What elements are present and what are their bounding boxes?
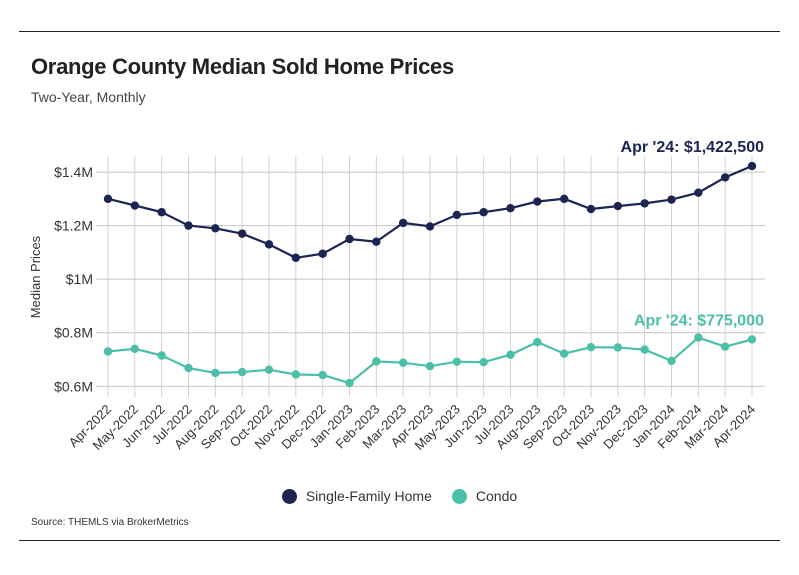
legend-marker-single-family	[281, 488, 297, 504]
data-point	[533, 197, 542, 206]
y-axis: $0.6M $0.8M $1M $1.2M $1.4M	[54, 164, 93, 394]
y-tick-label: $0.6M	[54, 378, 93, 394]
data-point	[720, 342, 730, 351]
data-point	[747, 161, 757, 171]
series-points	[103, 161, 757, 388]
data-point	[506, 350, 515, 359]
data-point	[130, 344, 140, 353]
data-point	[613, 201, 623, 211]
data-point	[694, 188, 703, 197]
data-point	[747, 335, 757, 344]
data-point	[720, 173, 730, 182]
data-point	[103, 194, 113, 204]
data-point	[667, 195, 676, 204]
data-point	[291, 370, 301, 379]
y-tick-label: $0.8M	[54, 325, 93, 341]
data-point	[184, 363, 193, 373]
data-point	[640, 345, 649, 354]
data-point	[130, 201, 140, 210]
data-point	[398, 358, 408, 367]
legend-item-condo[interactable]: Condo	[451, 488, 518, 504]
data-point	[157, 208, 166, 217]
data-point	[613, 343, 623, 352]
data-point	[237, 367, 247, 377]
data-point	[211, 368, 220, 378]
line-chart: $0.6M $0.8M $1M $1.2M $1.4M Median Prices Ap…	[28, 139, 765, 453]
data-point	[103, 347, 113, 356]
data-point	[694, 333, 703, 342]
data-point	[211, 224, 220, 233]
data-point	[291, 253, 301, 262]
data-point	[452, 357, 462, 366]
data-point	[425, 362, 435, 371]
x-axis: Apr-2022May-2022Jun-2022Jul-2022Aug-2022…	[66, 402, 758, 453]
data-point	[372, 357, 381, 366]
data-point	[264, 365, 274, 374]
y-tick-label: $1M	[66, 271, 93, 287]
data-point	[184, 221, 193, 230]
legend-label-condo: Condo	[475, 488, 518, 504]
source-note: Source: THEMLS via BrokerMetrics	[31, 517, 189, 528]
data-point	[318, 249, 327, 258]
data-point	[398, 218, 408, 228]
annotations: Apr '24: $1,422,500 Apr '24: $775,000	[621, 139, 765, 329]
data-point	[318, 370, 327, 380]
chart-title: Orange County Median Sold Home Prices	[31, 54, 454, 79]
data-point	[559, 194, 569, 204]
data-point	[345, 234, 354, 244]
data-point	[264, 240, 274, 249]
data-point	[372, 237, 381, 246]
data-point	[559, 349, 569, 358]
data-point	[640, 199, 649, 208]
data-point	[479, 357, 488, 367]
legend: Single-Family Home Condo	[0, 488, 799, 504]
end-annotation-single-family: Apr '24: $1,422,500	[621, 139, 765, 156]
legend-item-single-family[interactable]: Single-Family Home	[281, 488, 432, 504]
data-point	[157, 351, 166, 360]
grid	[96, 156, 765, 397]
y-tick-label: $1.4M	[54, 164, 93, 180]
end-annotation-condo: Apr '24: $775,000	[634, 312, 764, 329]
data-point	[237, 229, 247, 238]
data-point	[586, 204, 596, 214]
data-point	[452, 210, 462, 220]
chart-subtitle: Two-Year, Monthly	[31, 89, 146, 105]
top-rule	[19, 31, 780, 32]
data-point	[506, 204, 515, 213]
legend-marker-condo	[451, 488, 467, 504]
data-point	[586, 342, 596, 352]
data-point	[479, 208, 488, 217]
y-axis-label: Median Prices	[28, 235, 43, 318]
data-point	[667, 356, 676, 366]
data-point	[533, 337, 542, 347]
data-point	[425, 222, 435, 231]
data-point	[345, 378, 354, 388]
bottom-rule	[19, 540, 780, 541]
y-tick-label: $1.2M	[54, 218, 93, 234]
legend-label-single-family: Single-Family Home	[305, 488, 432, 504]
